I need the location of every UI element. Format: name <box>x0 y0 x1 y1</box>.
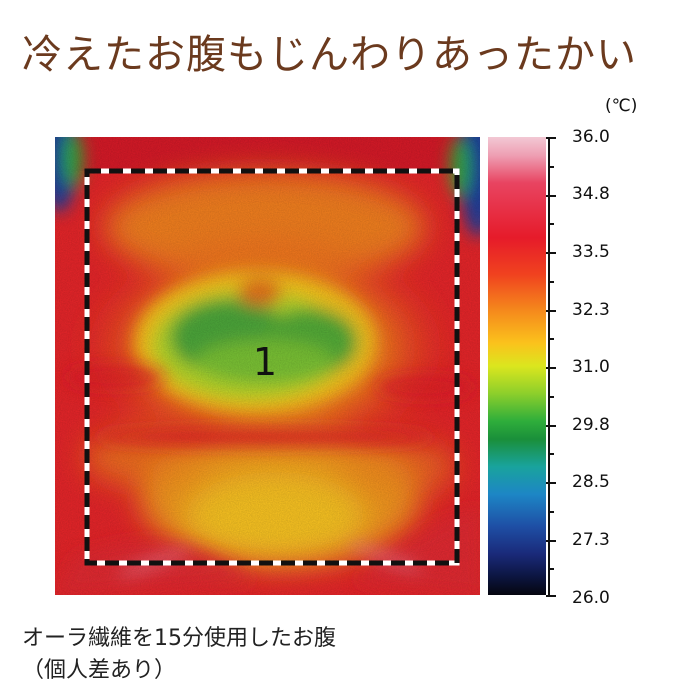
caption-description: オーラ繊維を15分使用したお腹 <box>22 626 336 651</box>
scale-tick-minor <box>548 338 554 341</box>
scale-tick-minor <box>548 568 554 571</box>
thermogram-image: 1 <box>55 137 480 595</box>
scale-axis <box>546 137 556 597</box>
scale-tick-major <box>546 309 556 312</box>
scale-tick-major <box>546 539 556 542</box>
scale-tick-major <box>546 137 556 139</box>
scale-tick-major <box>546 252 556 254</box>
scale-tick-major <box>546 595 556 597</box>
scale-label-27-3: 27.3 <box>572 530 610 550</box>
scale-label-31-0: 31.0 <box>572 357 610 377</box>
temperature-colorbar <box>488 137 546 595</box>
region-label: 1 <box>253 340 277 384</box>
scale-tick-minor <box>548 510 554 513</box>
scale-label-36-0: 36.0 <box>572 127 610 147</box>
scale-label-26-0: 26.0 <box>572 588 610 608</box>
scale-unit: (℃) <box>605 96 638 116</box>
scale-label-32-3: 32.3 <box>572 300 610 320</box>
thermogram-svg: 1 <box>55 137 480 595</box>
scale-tick-major <box>546 194 556 197</box>
scale-tick-minor <box>548 165 554 168</box>
scale-tick-minor <box>548 453 554 456</box>
scale-label-34-8: 34.8 <box>572 184 610 204</box>
measurement-region <box>84 168 460 566</box>
scale-tick-minor <box>548 395 554 398</box>
caption-note: （個人差あり） <box>22 658 177 683</box>
scale-tick-minor <box>548 223 554 226</box>
scale-tick-major <box>546 367 556 369</box>
scale-labels: 36.0 34.8 33.5 32.3 31.0 29.8 28.5 27.3 … <box>572 0 692 700</box>
scale-tick-major <box>546 424 556 427</box>
scale-label-33-5: 33.5 <box>572 242 610 262</box>
scale-tick-minor <box>548 280 554 283</box>
scale-tick-major <box>546 482 556 484</box>
scale-label-28-5: 28.5 <box>572 472 610 492</box>
page-title: 冷えたお腹もじんわりあったかい <box>22 32 637 78</box>
scale-label-29-8: 29.8 <box>572 415 610 435</box>
